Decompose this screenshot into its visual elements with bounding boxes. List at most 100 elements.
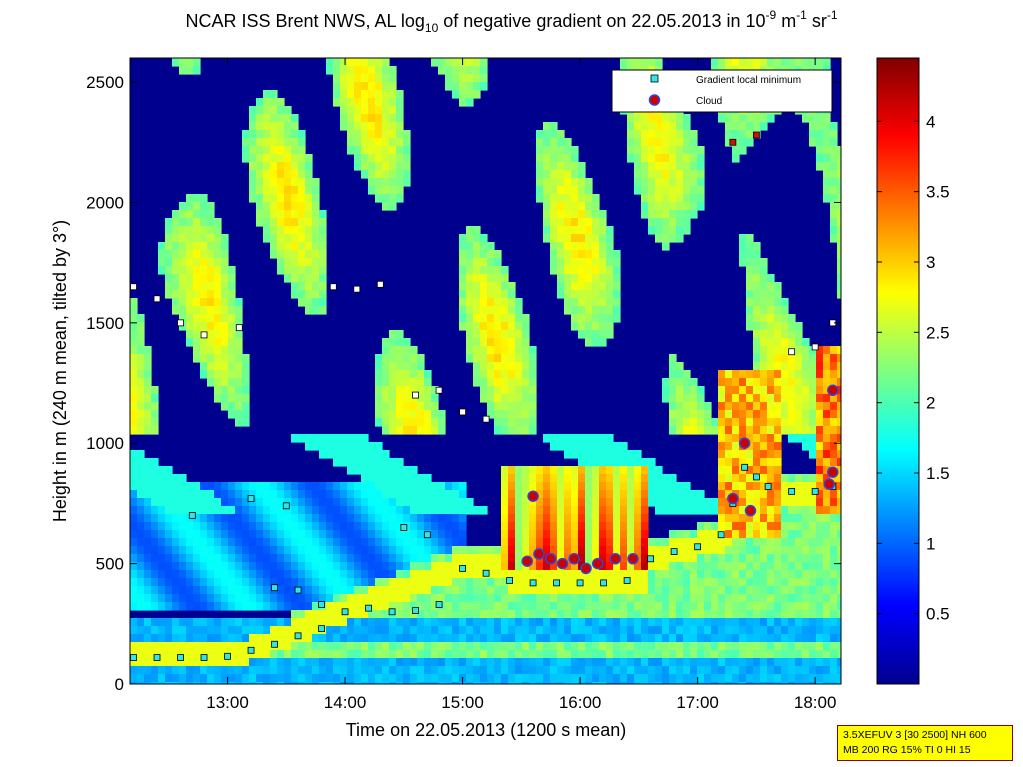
heatmap-cell	[305, 170, 313, 179]
heatmap-cell	[809, 498, 817, 507]
heatmap-cell	[774, 450, 782, 459]
heatmap-cell	[375, 66, 383, 75]
heatmap-cell	[466, 658, 474, 667]
heatmap-cell	[221, 594, 229, 603]
heatmap-cell	[459, 274, 467, 283]
heatmap-cell	[368, 66, 376, 75]
heatmap-cell	[382, 202, 390, 211]
heatmap-cell	[151, 634, 159, 643]
heatmap-cell	[298, 610, 306, 619]
heatmap-cell	[564, 162, 572, 171]
heatmap-cell	[641, 130, 649, 139]
heatmap-cell	[235, 674, 243, 683]
heatmap-cell	[277, 546, 285, 555]
gradient-minimum-marker	[271, 640, 278, 648]
heatmap-cell	[473, 242, 481, 251]
heatmap-cell	[305, 674, 313, 683]
heatmap-cell	[298, 258, 306, 267]
heatmap-cell	[487, 682, 495, 684]
heatmap-cell	[207, 626, 215, 635]
heatmap-cell	[578, 186, 586, 195]
heatmap-cell	[270, 618, 278, 627]
heatmap-cell	[480, 330, 488, 339]
heatmap-cell	[585, 274, 593, 283]
heatmap-cell	[172, 474, 180, 483]
heatmap-cell	[403, 682, 411, 684]
heatmap-cell	[242, 634, 250, 643]
heatmap-cell	[823, 538, 831, 547]
heatmap-cell	[767, 418, 775, 427]
heatmap-cell	[515, 354, 523, 363]
heatmap-cell	[214, 650, 222, 659]
heatmap-cell	[130, 674, 138, 683]
heatmap-cell	[557, 666, 565, 675]
heatmap-cell	[207, 578, 215, 587]
heatmap-cell	[676, 506, 684, 515]
heatmap-cell	[207, 242, 215, 251]
heatmap-cell	[669, 682, 677, 684]
heatmap-cell	[557, 258, 565, 267]
heatmap-cell	[284, 594, 292, 603]
heatmap-cell	[438, 570, 446, 579]
heatmap-cell	[662, 618, 670, 627]
heatmap-cell	[543, 146, 551, 155]
heatmap-cell	[305, 586, 313, 595]
heatmap-cell	[739, 682, 747, 684]
heatmap-cell	[396, 474, 404, 483]
heatmap-cell	[466, 498, 474, 507]
heatmap-cell	[382, 674, 390, 683]
heatmap-cell	[389, 546, 397, 555]
heatmap-cell	[389, 82, 397, 91]
heatmap-cell	[368, 186, 376, 195]
heatmap-cell	[256, 658, 264, 667]
heatmap-cell	[305, 506, 313, 515]
heatmap-cell	[459, 642, 467, 651]
heatmap-cell	[270, 578, 278, 587]
heatmap-cell	[221, 562, 229, 571]
heatmap-cell	[746, 130, 754, 139]
heatmap-cell	[396, 106, 404, 115]
heatmap-cell	[410, 546, 418, 555]
heatmap-cell	[746, 114, 754, 123]
heatmap-cell	[207, 506, 215, 515]
heatmap-cell	[200, 250, 208, 259]
heatmap-cell	[480, 66, 488, 75]
heatmap-cell	[774, 338, 782, 347]
heatmap-cell	[669, 170, 677, 179]
heatmap-cell	[291, 218, 299, 227]
heatmap-cell	[795, 618, 803, 627]
heatmap-cell	[557, 634, 565, 643]
colorbar-tick-label: 3	[926, 253, 935, 272]
heatmap-cell	[326, 498, 334, 507]
heatmap-cell	[214, 530, 222, 539]
heatmap-cell	[151, 410, 159, 419]
heatmap-cell	[809, 682, 817, 684]
heatmap-cell	[648, 602, 656, 611]
heatmap-cell	[662, 658, 670, 667]
heatmap-cell	[830, 586, 838, 595]
heatmap-cell	[669, 226, 677, 235]
heatmap-cell	[543, 162, 551, 171]
heatmap-cell	[284, 642, 292, 651]
heatmap-cell	[571, 522, 579, 531]
heatmap-cell	[480, 634, 488, 643]
heatmap-cell	[837, 290, 841, 299]
heatmap-cell	[536, 530, 544, 539]
heatmap-cell	[683, 122, 691, 131]
heatmap-cell	[487, 362, 495, 371]
heatmap-cell	[298, 642, 306, 651]
heatmap-cell	[781, 322, 789, 331]
heatmap-cell	[319, 538, 327, 547]
heatmap-cell	[515, 538, 523, 547]
heatmap-cell	[480, 258, 488, 267]
cloud-marker	[827, 384, 839, 397]
heatmap-cell	[431, 386, 439, 395]
heatmap-cell	[837, 682, 841, 684]
heatmap-cell	[312, 258, 320, 267]
heatmap-cell	[144, 370, 152, 379]
heatmap-cell	[249, 490, 257, 499]
heatmap-cell	[767, 298, 775, 307]
heatmap-cell	[585, 218, 593, 227]
heatmap-cell	[816, 434, 824, 443]
heatmap-cell	[760, 634, 768, 643]
